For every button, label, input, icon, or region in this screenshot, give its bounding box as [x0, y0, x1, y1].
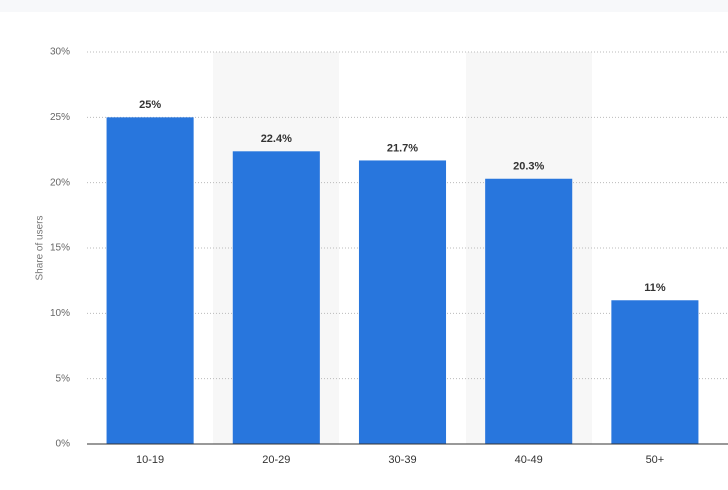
top-strip [0, 0, 728, 12]
y-tick-label: 30% [50, 47, 70, 58]
value-label: 20.3% [513, 161, 544, 173]
y-tick-label: 15% [50, 243, 70, 254]
x-tick-label: 30-39 [388, 454, 416, 466]
x-tick-label: 40-49 [515, 454, 543, 466]
bar [485, 178, 573, 444]
value-label: 11% [644, 282, 666, 294]
value-label: 21.7% [387, 142, 418, 154]
y-tick-label: 0% [56, 439, 71, 450]
y-tick-label: 10% [50, 308, 70, 319]
x-tick-label: 20-29 [262, 454, 290, 466]
y-tick-label: 5% [56, 373, 71, 384]
y-axis-title: Share of users [35, 215, 46, 280]
bar [232, 151, 320, 444]
value-label: 25% [139, 99, 161, 111]
bar [611, 300, 699, 444]
x-tick-label: 10-19 [136, 454, 164, 466]
y-tick-label: 20% [50, 177, 70, 188]
y-tick-label: 25% [50, 112, 70, 123]
bar [358, 160, 447, 444]
value-label: 22.4% [261, 133, 292, 145]
x-tick-label: 50+ [646, 454, 665, 466]
bar [106, 117, 194, 444]
